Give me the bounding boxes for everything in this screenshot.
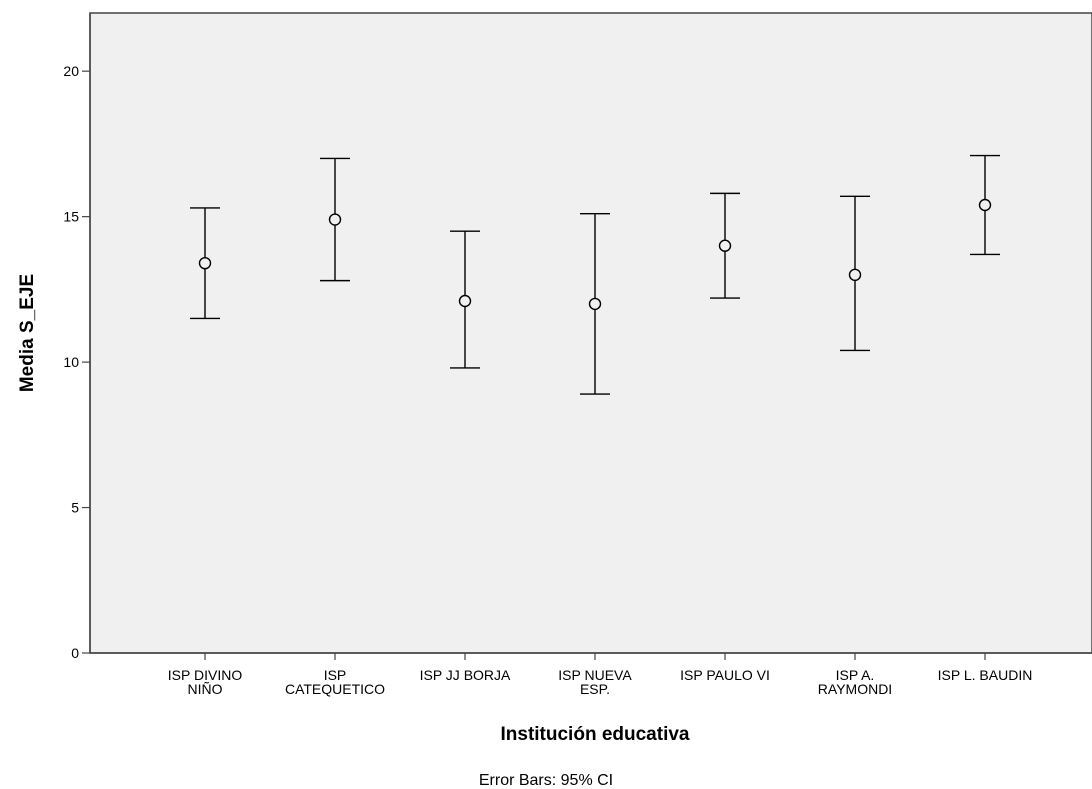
x-category-label: ISP A. RAYMONDI [818,667,892,697]
x-category-label-line: ISP JJ BORJA [420,667,511,683]
error-bar [320,157,350,282]
y-tick-label: 10 [63,354,79,370]
y-tick-label: 5 [71,500,79,516]
y-tick-label: 15 [63,209,79,225]
mean-point [978,198,992,212]
error-bar [190,207,220,320]
mean-point [718,239,732,252]
x-category-label: ISP JJ BORJA [420,667,511,683]
error-bars-footnote: Error Bars: 95% CI [479,772,613,789]
error-bar [710,192,740,299]
x-category-label-line: CATEQUETICO [285,681,385,697]
plot-area [89,12,1092,654]
x-category-label: ISP PAULO VI [680,667,770,683]
y-tick-label: 0 [71,645,79,661]
x-category-label: ISP CATEQUETICO [285,667,385,697]
error-bar [580,213,610,395]
x-category-label-line: ISP PAULO VI [680,667,770,683]
x-category-label-line: ISP L. BAUDIN [938,667,1033,683]
error-bar [450,230,480,369]
x-axis-title: Institución educativa [501,724,690,745]
x-category-label-line: ESP. [580,681,610,697]
error-bar [840,195,870,352]
error-bar-marks [190,154,1000,395]
x-category-label: ISP DIVINO NIÑO [168,667,243,697]
x-category-label: ISP L. BAUDIN [938,667,1033,683]
mean-point [848,268,862,282]
x-category-label-line: NIÑO [188,681,223,697]
x-category-label-line: RAYMONDI [818,681,892,697]
mean-point [588,297,602,311]
x-axis: ISP DIVINO NIÑO ISP CATEQUETICO ISP JJ BORJA… [90,652,1092,697]
x-category-label-line: ISP DIVINO [168,667,243,683]
y-axis: 0 5 10 15 20 [63,13,91,661]
error-bar [970,154,1000,256]
x-category-label: ISP NUEVA ESP. [558,667,632,697]
y-axis-title: Media S_EJE [17,274,38,392]
x-category-label-line: ISP [324,667,347,683]
x-category-label-line: ISP NUEVA [558,667,632,683]
y-tick-label: 20 [63,63,79,79]
mean-point [458,294,472,308]
mean-point [198,256,212,270]
mean-point [328,213,342,226]
x-category-label-line: ISP A. [836,667,875,683]
